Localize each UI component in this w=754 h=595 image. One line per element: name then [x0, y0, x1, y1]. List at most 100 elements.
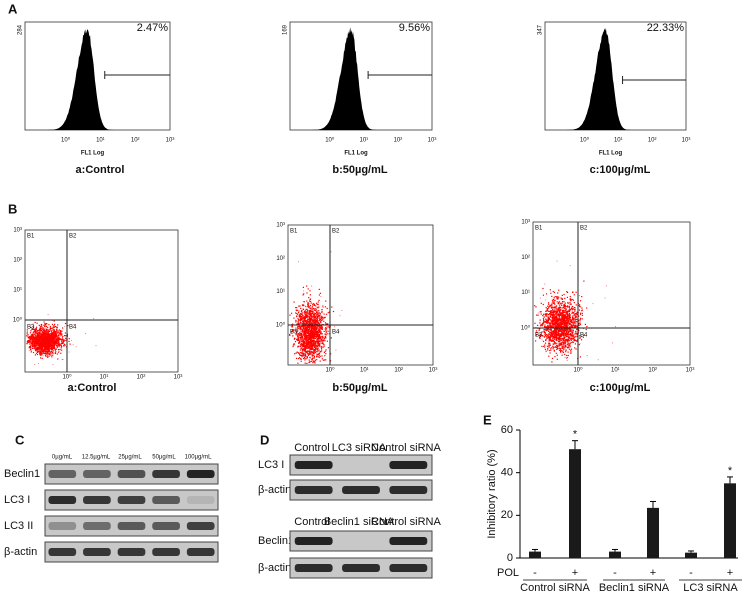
event-dot — [560, 347, 562, 350]
event-dot — [316, 341, 318, 343]
event-dot — [549, 338, 551, 340]
y-tick-label: 10³ — [13, 228, 22, 234]
event-dot — [545, 329, 547, 331]
event-dot — [42, 343, 44, 345]
event-dot — [581, 296, 583, 298]
event-dot — [551, 307, 553, 309]
event-dot — [573, 302, 575, 304]
event-dot — [553, 302, 555, 304]
y-tick-label: 10¹ — [521, 290, 530, 296]
event-dot — [341, 310, 343, 311]
event-dot — [314, 328, 316, 330]
event-dot — [308, 337, 310, 339]
event-dot — [546, 309, 548, 311]
event-dot — [60, 338, 62, 341]
event-dot — [61, 334, 63, 336]
event-dot — [572, 315, 574, 317]
blot-strip — [289, 530, 433, 552]
event-dot — [37, 342, 39, 344]
event-dot — [552, 321, 554, 323]
event-dot — [323, 338, 326, 340]
event-dot — [569, 336, 571, 338]
event-dot — [318, 335, 320, 337]
event-dot — [295, 309, 297, 312]
event-dot — [304, 342, 307, 344]
x-tick-label: 10⁰ — [325, 137, 335, 144]
event-dot — [300, 320, 302, 322]
event-dot — [306, 351, 308, 353]
event-dot — [317, 340, 319, 342]
event-dot — [305, 313, 307, 315]
event-dot — [314, 341, 316, 343]
event-dot — [549, 335, 551, 337]
event-dot — [559, 336, 562, 338]
event-dot — [547, 328, 549, 330]
event-dot — [32, 336, 34, 338]
group-label: LC3 siRNA — [683, 582, 738, 594]
event-dot — [579, 356, 581, 358]
event-dot — [334, 326, 335, 328]
y-tick-label: 10³ — [521, 220, 530, 226]
event-dot — [558, 315, 560, 317]
event-dot — [302, 320, 304, 322]
event-dot — [568, 338, 570, 340]
event-dot — [317, 344, 319, 346]
event-dot — [554, 343, 556, 345]
event-dot — [302, 345, 304, 347]
event-dot — [61, 346, 63, 348]
event-dot — [301, 319, 303, 321]
event-dot — [553, 350, 555, 352]
event-dot — [39, 348, 41, 350]
event-dot — [555, 320, 557, 322]
event-dot — [565, 333, 567, 335]
event-dot — [561, 350, 563, 352]
event-dot — [572, 341, 574, 343]
event-dot — [575, 315, 577, 317]
event-dot — [552, 345, 554, 347]
event-dot — [51, 327, 53, 329]
event-dot — [306, 325, 308, 327]
event-dot — [542, 323, 545, 325]
event-dot — [38, 347, 40, 349]
event-dot — [560, 325, 562, 327]
event-dot — [553, 307, 555, 309]
event-dot — [548, 342, 550, 345]
quadrant-label: B3 — [27, 325, 35, 331]
event-dot — [543, 321, 545, 323]
event-dot — [565, 331, 568, 333]
x-tick-label: + — [572, 567, 578, 579]
event-dot — [39, 353, 41, 355]
event-dot — [57, 351, 60, 353]
event-dot — [52, 352, 54, 354]
event-dot — [553, 314, 555, 316]
event-dot — [316, 336, 318, 338]
event-dot — [41, 327, 43, 329]
event-dot — [52, 325, 54, 327]
x-tick-label: + — [727, 567, 733, 579]
event-dot — [289, 333, 291, 336]
event-dot — [56, 341, 58, 343]
event-dot — [54, 330, 56, 332]
event-dot — [317, 317, 319, 319]
event-dot — [306, 328, 308, 330]
event-dot — [579, 304, 581, 306]
event-dot — [311, 339, 313, 341]
event-dot — [560, 312, 563, 315]
event-dot — [308, 303, 310, 305]
quadrant-label: B2 — [69, 234, 77, 240]
event-dot — [45, 342, 47, 344]
event-dot — [554, 328, 556, 330]
event-dot — [325, 300, 327, 302]
event-dot — [54, 329, 56, 331]
event-dot — [581, 318, 583, 320]
event-dot — [309, 334, 311, 336]
event-dot — [47, 356, 49, 358]
event-dot — [298, 352, 300, 354]
x-tick-label: 10³ — [429, 368, 438, 374]
event-dot — [320, 321, 322, 323]
event-dot — [303, 290, 305, 292]
event-dot — [301, 317, 303, 319]
event-dot — [44, 339, 46, 341]
event-dot — [574, 314, 576, 316]
event-dot — [318, 312, 320, 314]
